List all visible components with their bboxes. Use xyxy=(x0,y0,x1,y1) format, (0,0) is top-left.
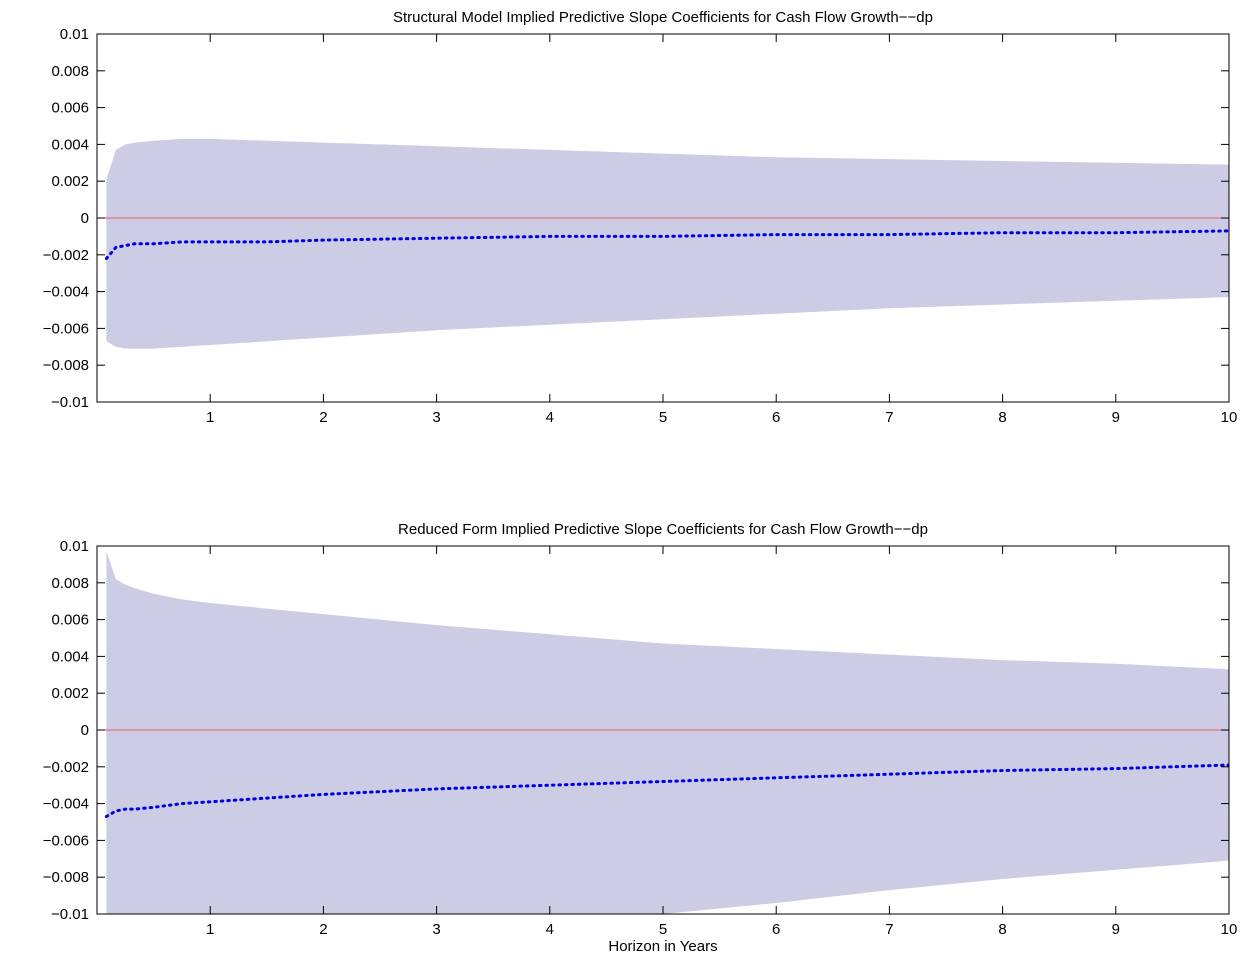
y-tick-label: 0 xyxy=(81,210,89,227)
y-tick-label: 0.002 xyxy=(51,173,89,190)
x-tick-label: 7 xyxy=(885,409,893,426)
x-tick-label: 1 xyxy=(206,409,214,426)
y-tick-label: −0.008 xyxy=(43,357,89,374)
y-tick-label: 0.006 xyxy=(51,100,89,117)
y-tick-label: −0.004 xyxy=(43,796,89,813)
x-tick-label: 6 xyxy=(772,921,780,938)
chart-title: Reduced Form Implied Predictive Slope Co… xyxy=(398,521,928,538)
y-tick-label: −0.01 xyxy=(51,906,89,923)
x-tick-label: 3 xyxy=(432,921,440,938)
chart-title: Structural Model Implied Predictive Slop… xyxy=(393,9,933,26)
y-tick-label: −0.008 xyxy=(43,869,89,886)
x-tick-label: 9 xyxy=(1112,921,1120,938)
y-tick-label: 0.002 xyxy=(51,685,89,702)
x-tick-label: 5 xyxy=(659,409,667,426)
y-tick-label: 0.008 xyxy=(51,575,89,592)
y-tick-label: −0.002 xyxy=(43,759,89,776)
y-tick-label: 0.008 xyxy=(51,63,89,80)
x-tick-label: 9 xyxy=(1112,409,1120,426)
x-tick-label: 8 xyxy=(998,409,1006,426)
x-tick-label: 2 xyxy=(319,409,327,426)
y-tick-label: 0 xyxy=(81,722,89,739)
estimate-dotted-line xyxy=(104,763,1229,818)
y-tick-label: −0.004 xyxy=(43,284,89,301)
x-tick-label: 10 xyxy=(1221,921,1238,938)
y-tick-label: 0.004 xyxy=(51,648,89,665)
x-tick-label: 3 xyxy=(432,409,440,426)
chart-panel-2: −0.01 −0.008 −0.006 −0.004 −0.002 0 0.002 0.004… xyxy=(43,521,1238,955)
estimate-dotted-line xyxy=(104,229,1229,260)
plot-area xyxy=(97,551,1229,914)
x-tick-label: 6 xyxy=(772,409,780,426)
confidence-band xyxy=(106,138,1229,349)
y-tick-label: 0.01 xyxy=(60,538,89,555)
x-tick-label: 4 xyxy=(546,921,554,938)
y-tick-label: 0.01 xyxy=(60,26,89,43)
confidence-band xyxy=(106,551,1229,914)
y-tick-label: −0.006 xyxy=(43,832,89,849)
x-tick-label: 4 xyxy=(546,409,554,426)
x-tick-label: 1 xyxy=(206,921,214,938)
chart-panel-1: −0.01 −0.008 −0.006 −0.004 −0.002 0 0.002 0.004… xyxy=(43,9,1238,426)
x-tick-label: 8 xyxy=(998,921,1006,938)
y-tick-label: 0.006 xyxy=(51,612,89,629)
y-tick-label: −0.002 xyxy=(43,247,89,264)
y-tick-label: −0.01 xyxy=(51,394,89,411)
plot-area xyxy=(97,138,1229,349)
x-axis-label: Horizon in Years xyxy=(608,938,717,955)
x-tick-label: 5 xyxy=(659,921,667,938)
x-tick-label: 7 xyxy=(885,921,893,938)
x-tick-label: 2 xyxy=(319,921,327,938)
y-tick-label: 0.004 xyxy=(51,136,89,153)
x-tick-label: 10 xyxy=(1221,409,1238,426)
y-tick-label: −0.006 xyxy=(43,320,89,337)
